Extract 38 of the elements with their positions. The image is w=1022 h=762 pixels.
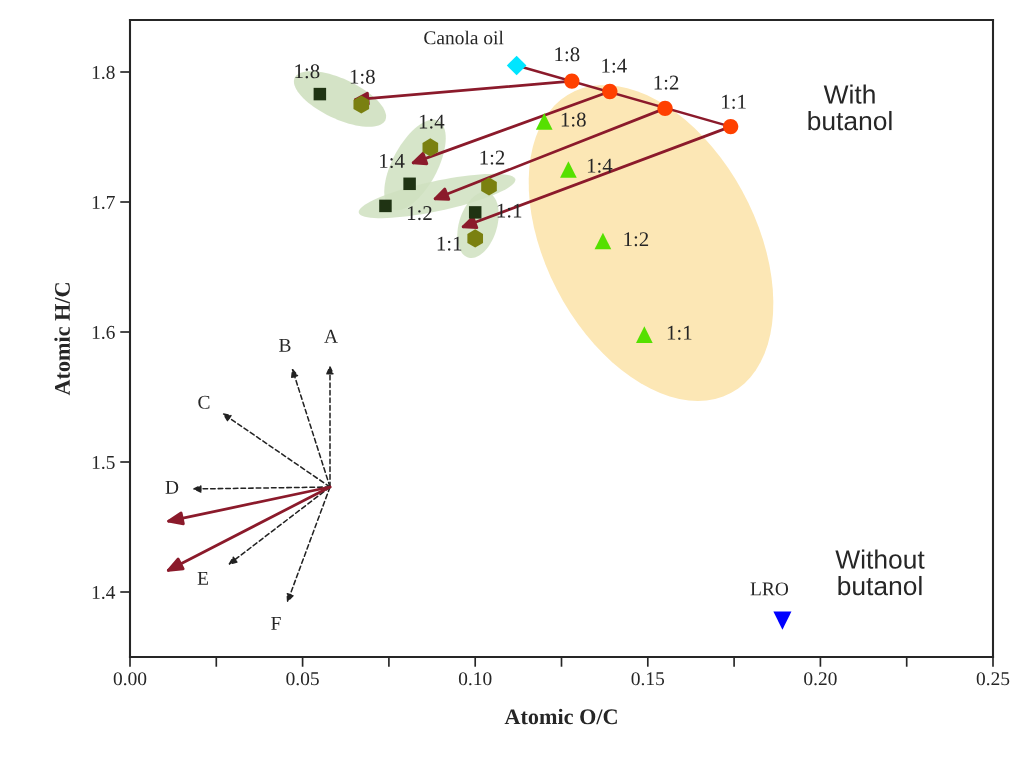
x-tick-label: 0.05 — [286, 672, 319, 686]
y-tick-label: 1.7 — [92, 195, 115, 210]
annotation: E — [197, 571, 208, 585]
annotation: Without butanol — [835, 549, 925, 596]
data-label: 1:4 — [602, 58, 627, 73]
data-label: 1:4 — [587, 158, 613, 173]
x-tick-label: 0.15 — [631, 672, 665, 686]
data-label: 1:2 — [407, 206, 432, 221]
y-tick-label: 1.8 — [92, 65, 115, 80]
y-tick-label: 1.6 — [92, 325, 115, 340]
y-axis-title: Atomic H/C — [54, 283, 70, 396]
x-axis-title: Atomic O/C — [504, 708, 617, 725]
x-tick-label: 0.25 — [976, 672, 1010, 686]
data-label: 1:8 — [555, 47, 580, 62]
series-label: Canola oil — [424, 30, 504, 45]
data-label: 1:1 — [437, 236, 462, 251]
annotation: With butanol — [808, 84, 892, 131]
data-label: 1:8 — [295, 64, 320, 79]
y-tick-label: 1.4 — [92, 585, 116, 600]
series-label: LRO — [750, 582, 789, 596]
data-label: 1:1 — [667, 325, 692, 340]
annotation: A — [324, 329, 338, 343]
data-label: 1:4 — [419, 114, 445, 129]
data-label: 1:8 — [350, 69, 375, 84]
data-label: 1:2 — [654, 75, 679, 90]
x-tick-label: 0.00 — [113, 672, 147, 686]
data-label: 1:2 — [480, 150, 505, 165]
annotation: D — [165, 480, 179, 494]
data-label: 1:8 — [561, 112, 586, 127]
annotation: F — [271, 616, 281, 630]
data-label: 1:2 — [624, 232, 649, 247]
x-tick-label: 0.10 — [458, 672, 492, 686]
annotation: C — [198, 395, 210, 409]
data-label: 1:4 — [380, 154, 405, 169]
annotation: B — [279, 338, 291, 352]
x-tick-label: 0.20 — [804, 672, 837, 686]
data-label: 1:1 — [722, 94, 746, 109]
y-tick-label: 1.5 — [92, 455, 115, 470]
